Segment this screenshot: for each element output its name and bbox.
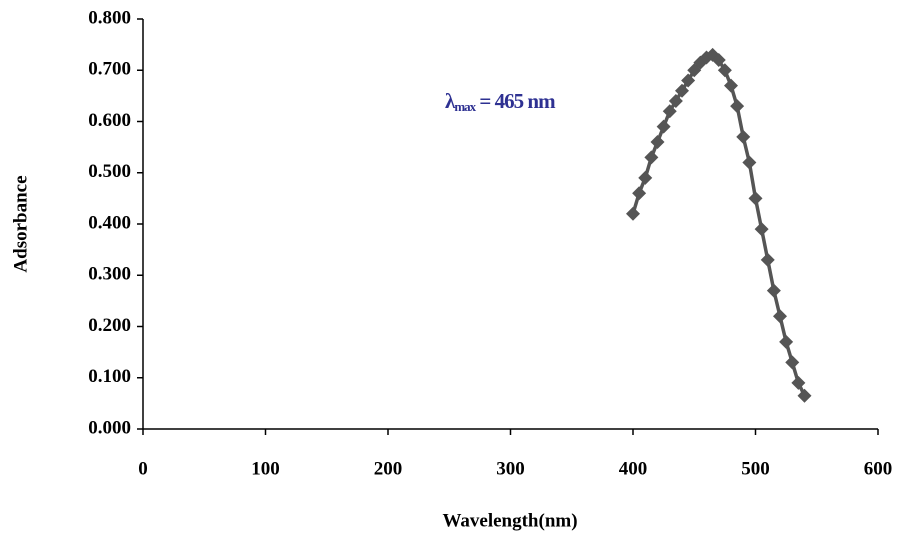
y-axis-label: Adsorbance [10, 175, 31, 272]
x-tick-label: 600 [864, 458, 893, 479]
y-tick-label: 0.800 [88, 7, 131, 28]
data-point [638, 171, 652, 185]
y-tick-label: 0.000 [88, 417, 131, 438]
data-point [651, 135, 665, 149]
annotation-subscript: max [454, 99, 476, 114]
data-point [742, 156, 756, 170]
data-point [761, 253, 775, 267]
y-tick-label: 0.500 [88, 161, 131, 182]
data-point [736, 130, 750, 144]
data-line [633, 55, 805, 396]
y-tick-label: 0.300 [88, 264, 131, 285]
x-tick-label: 500 [741, 458, 770, 479]
data-point [724, 79, 738, 93]
data-point [779, 335, 793, 349]
x-axis-label: Wavelength(nm) [442, 510, 577, 531]
x-tick-label: 0 [138, 458, 148, 479]
x-tick-label: 300 [496, 458, 525, 479]
data-point [798, 389, 812, 403]
data-point [785, 355, 799, 369]
annotation: λmax = 465 nm [445, 89, 556, 114]
data-point [755, 222, 769, 236]
y-tick-label: 0.100 [88, 366, 131, 387]
data-point [730, 99, 744, 113]
data-point [632, 186, 646, 200]
x-tick-label: 200 [374, 458, 403, 479]
x-tick-label: 400 [619, 458, 648, 479]
y-tick-label: 0.200 [88, 315, 131, 336]
chart: Wavelength(nm) Adsorbance 0.000 0.100 0.20… [0, 0, 902, 538]
y-tick-label: 0.600 [88, 110, 131, 131]
data-point [773, 309, 787, 323]
data-point [767, 284, 781, 298]
y-tick-label: 0.400 [88, 212, 131, 233]
x-tick-label: 100 [251, 458, 280, 479]
page: {"chart_data": {"type": "line", "x_label… [0, 0, 902, 538]
y-tick-label: 0.700 [88, 59, 131, 80]
data-point [644, 150, 658, 164]
annotation-text: = 465 nm [475, 89, 556, 113]
data-point [626, 207, 640, 221]
data-point [657, 120, 671, 134]
data-point [791, 376, 805, 390]
data-point [749, 191, 763, 205]
